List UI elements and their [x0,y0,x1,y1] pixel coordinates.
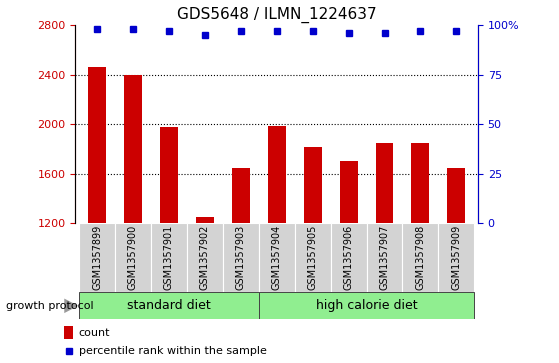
Bar [79,223,115,292]
Text: GSM1357903: GSM1357903 [236,225,246,290]
Text: GSM1357900: GSM1357900 [128,225,138,290]
Bar [438,223,475,292]
Polygon shape [64,298,78,313]
Bar [259,292,475,319]
Bar [402,223,438,292]
Bar [223,223,259,292]
Bar [367,223,402,292]
Bar [124,75,142,223]
Bar [376,143,394,223]
Bar [268,126,286,223]
Text: growth protocol: growth protocol [6,301,93,311]
Bar [160,127,178,223]
Text: percentile rank within the sample: percentile rank within the sample [79,346,267,356]
Text: GSM1357901: GSM1357901 [164,225,174,290]
Text: high calorie diet: high calorie diet [316,299,418,312]
Text: GSM1357908: GSM1357908 [415,225,425,290]
Text: GSM1357902: GSM1357902 [200,225,210,290]
Bar [330,223,367,292]
Text: GSM1357905: GSM1357905 [307,225,318,290]
Text: GSM1357907: GSM1357907 [380,225,390,290]
Bar [304,147,321,223]
Bar [196,217,214,223]
Text: GSM1357899: GSM1357899 [92,225,102,290]
Bar [340,162,358,223]
Bar [232,168,250,223]
Text: GSM1357906: GSM1357906 [344,225,354,290]
Title: GDS5648 / ILMN_1224637: GDS5648 / ILMN_1224637 [177,7,377,23]
Text: standard diet: standard diet [127,299,211,312]
Bar [64,326,73,339]
Text: count: count [79,327,110,338]
Bar [447,168,466,223]
Bar [187,223,223,292]
Bar [411,143,429,223]
Bar [88,68,106,223]
Bar [79,292,259,319]
Bar [259,223,295,292]
Bar [115,223,151,292]
Text: GSM1357904: GSM1357904 [272,225,282,290]
Text: GSM1357909: GSM1357909 [451,225,461,290]
Bar [151,223,187,292]
Bar [295,223,330,292]
